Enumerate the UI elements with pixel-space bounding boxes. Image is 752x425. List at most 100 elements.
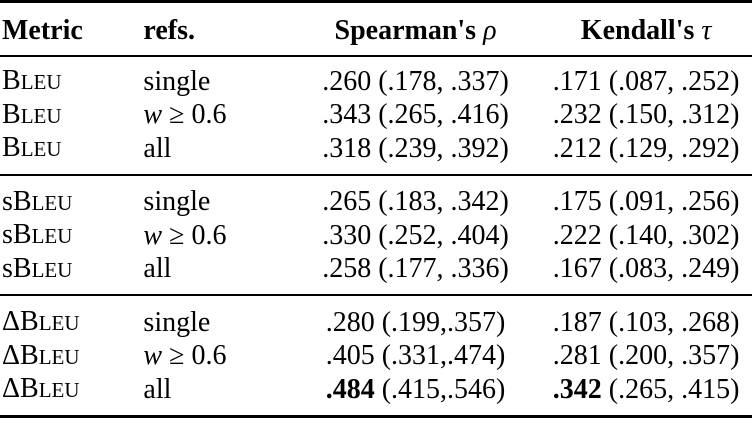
table-row: BLEU single .260 (.178, .337) .171 (.087, .… xyxy=(0,56,752,99)
cell-kendall: .167 (.083, .249) xyxy=(540,253,752,296)
refs-value: all xyxy=(143,132,172,164)
cell-spearman: .258 (.177, .336) xyxy=(291,253,540,296)
table-row: sBLEU w ≥ 0.6 .330 (.252, .404) .222 (.140,… xyxy=(0,219,752,253)
metric-initial: B xyxy=(2,98,21,130)
cell-refs: all xyxy=(143,373,290,416)
cell-refs: all xyxy=(143,132,290,175)
cell-metric: BLEU xyxy=(0,99,143,133)
kendall-value: .167 (.083, .249) xyxy=(552,253,740,285)
cell-spearman: .280 (.199,.357) xyxy=(291,295,540,340)
cell-refs: single xyxy=(143,175,290,220)
metric-initial: B xyxy=(20,306,39,338)
spearman-value: .330 (.252, .404) xyxy=(322,219,509,251)
cell-spearman: .318 (.239, .392) xyxy=(291,132,540,175)
metric-initial: B xyxy=(12,185,32,217)
refs-value: w ≥ 0.6 xyxy=(143,340,227,372)
header-metric: Metric xyxy=(2,15,83,46)
cell-kendall: .187 (.103, .268) xyxy=(540,295,752,340)
metric-initial: B xyxy=(2,65,21,97)
spearman-value: .258 (.177, .336) xyxy=(322,253,509,285)
kendall-value: .232 (.150, .312) xyxy=(552,99,740,131)
table-row: BLEU all .318 (.239, .392) .212 (.129, .292… xyxy=(0,132,752,175)
cell-metric: sBLEU xyxy=(0,219,143,253)
cell-kendall: .175 (.091, .256) xyxy=(540,175,752,220)
metric-smallcaps: LEU xyxy=(20,103,62,128)
cell-refs: w ≥ 0.6 xyxy=(143,219,290,253)
table-row: sBLEU all .258 (.177, .336) .167 (.083, .24… xyxy=(0,253,752,296)
kendall-best: .342 xyxy=(552,373,602,405)
table-section: sBLEU single .265 (.183, .342) .175 (.091, … xyxy=(0,174,752,296)
metric-initial: B xyxy=(2,132,21,164)
kendall-value: .281 (.200, .357) xyxy=(552,340,740,372)
header-spearman: Spearman's ρ xyxy=(334,15,497,46)
cell-refs: w ≥ 0.6 xyxy=(143,99,290,133)
metric-smallcaps: LEU xyxy=(20,137,62,162)
metric-prefix: s xyxy=(2,252,13,284)
cell-spearman: .330 (.252, .404) xyxy=(291,219,540,253)
cell-kendall: .232 (.150, .312) xyxy=(540,99,752,133)
metric-initial: B xyxy=(12,219,32,251)
metric-smallcaps: LEU xyxy=(31,190,73,215)
cell-spearman: .343 (.265, .416) xyxy=(291,99,540,133)
refs-value: w ≥ 0.6 xyxy=(143,219,227,251)
metric-initial: B xyxy=(20,373,39,405)
cell-metric: sBLEU xyxy=(0,253,143,296)
metric-initial: B xyxy=(20,339,39,371)
spearman-value: .265 (.183, .342) xyxy=(322,186,509,218)
metric-smallcaps: LEU xyxy=(31,224,73,249)
refs-value: single xyxy=(143,306,211,338)
refs-value: w ≥ 0.6 xyxy=(143,99,227,131)
table-row: ΔBLEU single .280 (.199,.357) .187 (.103, .… xyxy=(0,295,752,340)
cell-spearman: .484 (.415,.546) xyxy=(291,373,540,416)
metric-smallcaps: LEU xyxy=(38,378,80,403)
spearman-value: .405 (.331,.474) xyxy=(325,340,506,372)
kendall-value: .187 (.103, .268) xyxy=(552,306,740,338)
kendall-value: .175 (.091, .256) xyxy=(552,186,740,218)
metric-smallcaps: LEU xyxy=(31,257,73,282)
metric-prefix: s xyxy=(2,185,13,217)
cell-spearman: .265 (.183, .342) xyxy=(291,175,540,220)
table-row: sBLEU single .265 (.183, .342) .175 (.091, … xyxy=(0,174,752,220)
metric-smallcaps: LEU xyxy=(38,344,80,369)
metric-initial: B xyxy=(12,252,32,284)
spearman-best: .484 xyxy=(325,373,375,405)
metric-prefix: Δ xyxy=(2,339,21,371)
refs-value: all xyxy=(143,373,172,405)
cell-metric: BLEU xyxy=(0,132,143,175)
cell-refs: single xyxy=(143,56,290,99)
refs-value: single xyxy=(143,65,211,97)
kendall-value: (.265, .415) xyxy=(601,373,740,405)
table-row: BLEU w ≥ 0.6.343 (.265, .416) .232 (.150, … xyxy=(0,99,752,133)
spearman-value: .343 (.265, .416) xyxy=(322,99,509,131)
spearman-value: (.415,.546) xyxy=(374,373,506,405)
header-kendall: Kendall's τ xyxy=(580,15,712,46)
cell-metric: BLEU xyxy=(0,56,143,99)
cell-refs: w ≥ 0.6 xyxy=(143,340,290,374)
cell-metric: sBLEU xyxy=(0,175,143,220)
cell-kendall: .342 (.265, .415) xyxy=(540,373,752,416)
table-row: ΔBLEU w ≥ 0.6.405 (.331,.474) .281 (.200, … xyxy=(0,340,752,374)
table-row: ΔBLEU all .484 (.415,.546) .342 (.265, .415… xyxy=(0,373,752,416)
spearman-value: .280 (.199,.357) xyxy=(325,306,506,338)
refs-value: all xyxy=(143,253,172,285)
table-section: BLEU single .260 (.178, .337) .171 (.087, .… xyxy=(0,56,752,175)
metric-prefix: Δ xyxy=(2,306,21,338)
refs-value: single xyxy=(143,186,211,218)
cell-metric: ΔBLEU xyxy=(0,373,143,416)
kendall-value: .212 (.129, .292) xyxy=(552,132,740,164)
spearman-value: .318 (.239, .392) xyxy=(322,132,509,164)
cell-kendall: .171 (.087, .252) xyxy=(540,56,752,99)
header-refs: refs. xyxy=(143,15,195,46)
table-section: ΔBLEU single .280 (.199,.357) .187 (.103, .… xyxy=(0,295,752,416)
header-row: Metric refs. Spearman's ρ Kendall's τ xyxy=(0,1,752,57)
kendall-value: .171 (.087, .252) xyxy=(552,65,740,97)
cell-metric: ΔBLEU xyxy=(0,340,143,374)
metric-smallcaps: LEU xyxy=(38,311,80,336)
cell-metric: ΔBLEU xyxy=(0,295,143,340)
cell-refs: single xyxy=(143,295,290,340)
cell-kendall: .281 (.200, .357) xyxy=(540,340,752,374)
cell-refs: all xyxy=(143,253,290,296)
cell-kendall: .212 (.129, .292) xyxy=(540,132,752,175)
kendall-value: .222 (.140, .302) xyxy=(552,219,740,251)
